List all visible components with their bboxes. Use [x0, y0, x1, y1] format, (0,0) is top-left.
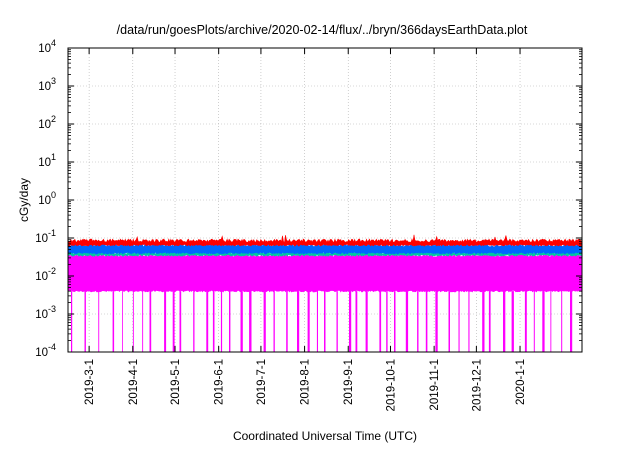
series-dropout [212, 291, 215, 352]
series-dropout [112, 291, 115, 352]
y-tick-label: 10-1 [35, 228, 56, 245]
y-axis-label: cGy/day [17, 178, 31, 222]
axis-ticks: 10-4 10-3 10-2 10-1 100 101 102 103 104 2019-3-1 2… [35, 38, 582, 411]
chart-title: /data/run/goesPlots/archive/2020-02-14/f… [117, 23, 528, 37]
y-tick-label: 10-4 [35, 342, 56, 359]
series-dropout [448, 291, 450, 352]
series-dropout [263, 291, 266, 352]
series-dropout [249, 291, 252, 352]
x-tick-label: 2019-6-1 [214, 359, 226, 405]
y-tick-label: 102 [38, 114, 56, 131]
series-layer [67, 234, 583, 352]
series-dropout [336, 291, 338, 352]
series-dropout [561, 291, 563, 352]
series-dropout [425, 291, 428, 352]
series-dropout [286, 291, 288, 352]
y-tick-label: 10-3 [35, 304, 56, 321]
series-dropout [206, 291, 209, 352]
series-dropout [533, 291, 535, 352]
x-tick-label: 2019-4-1 [128, 359, 140, 405]
y-tick-label: 101 [38, 152, 56, 169]
series-dropout [193, 291, 195, 352]
series-dropout [316, 291, 318, 352]
series-dropout [71, 291, 73, 352]
series-dropout [220, 291, 223, 352]
series-dropout [142, 291, 144, 352]
series-dropout [482, 291, 485, 352]
series-dropout [435, 291, 438, 352]
series-dropout [550, 291, 552, 352]
series-dropout [349, 291, 352, 352]
x-tick-label: 2019-3-1 [84, 359, 96, 405]
series-dropout [417, 291, 419, 352]
y-tick-label: 104 [38, 38, 56, 55]
series-dropout [179, 291, 182, 352]
series-dropout [394, 291, 396, 352]
series-dropout [355, 291, 358, 352]
series-dropout [405, 291, 409, 352]
x-tick-label: 2019-12-1 [471, 359, 483, 411]
series-dropout [458, 291, 460, 352]
series-dropout [297, 291, 300, 352]
series-dropout [468, 291, 470, 352]
y-tick-label: 103 [38, 76, 56, 93]
x-tick-label: 2019-11-1 [429, 359, 441, 411]
series-dropout [379, 291, 382, 352]
x-tick-label: 2020-1-1 [515, 359, 527, 405]
y-axis-label-group: cGy/day [17, 178, 31, 222]
x-tick-label: 2019-10-1 [385, 359, 397, 411]
series-dropout [273, 291, 275, 352]
series-dropout [503, 291, 506, 352]
series-dropout [542, 291, 545, 352]
series-dropout [324, 291, 326, 352]
series-dropout [307, 291, 310, 352]
y-tick-label: 100 [38, 190, 56, 207]
series-dropout [84, 291, 86, 352]
series-dropout [524, 291, 527, 352]
x-axis-label: Coordinated Universal Time (UTC) [233, 429, 417, 443]
x-tick-label: 2019-8-1 [300, 359, 312, 405]
series-dropout [240, 291, 243, 352]
series-dropout [122, 291, 123, 352]
series-dropout [229, 291, 231, 352]
series-dropout [164, 291, 167, 352]
x-tick-label: 2019-9-1 [343, 359, 355, 405]
series-dropout [511, 291, 514, 352]
series-dropout [386, 291, 388, 352]
series-dropout [172, 291, 175, 352]
series-band [67, 252, 583, 293]
y-tick-label: 10-2 [35, 266, 56, 283]
x-tick-label: 2019-7-1 [256, 359, 268, 405]
series-dropout [149, 291, 152, 352]
series-dropout [570, 291, 573, 352]
series-band [67, 234, 583, 247]
series-dropout [488, 291, 491, 352]
series-dropout [98, 291, 100, 352]
series-dropout [365, 291, 368, 352]
x-tick-label: 2019-5-1 [170, 359, 182, 405]
series-dropout [132, 291, 134, 352]
